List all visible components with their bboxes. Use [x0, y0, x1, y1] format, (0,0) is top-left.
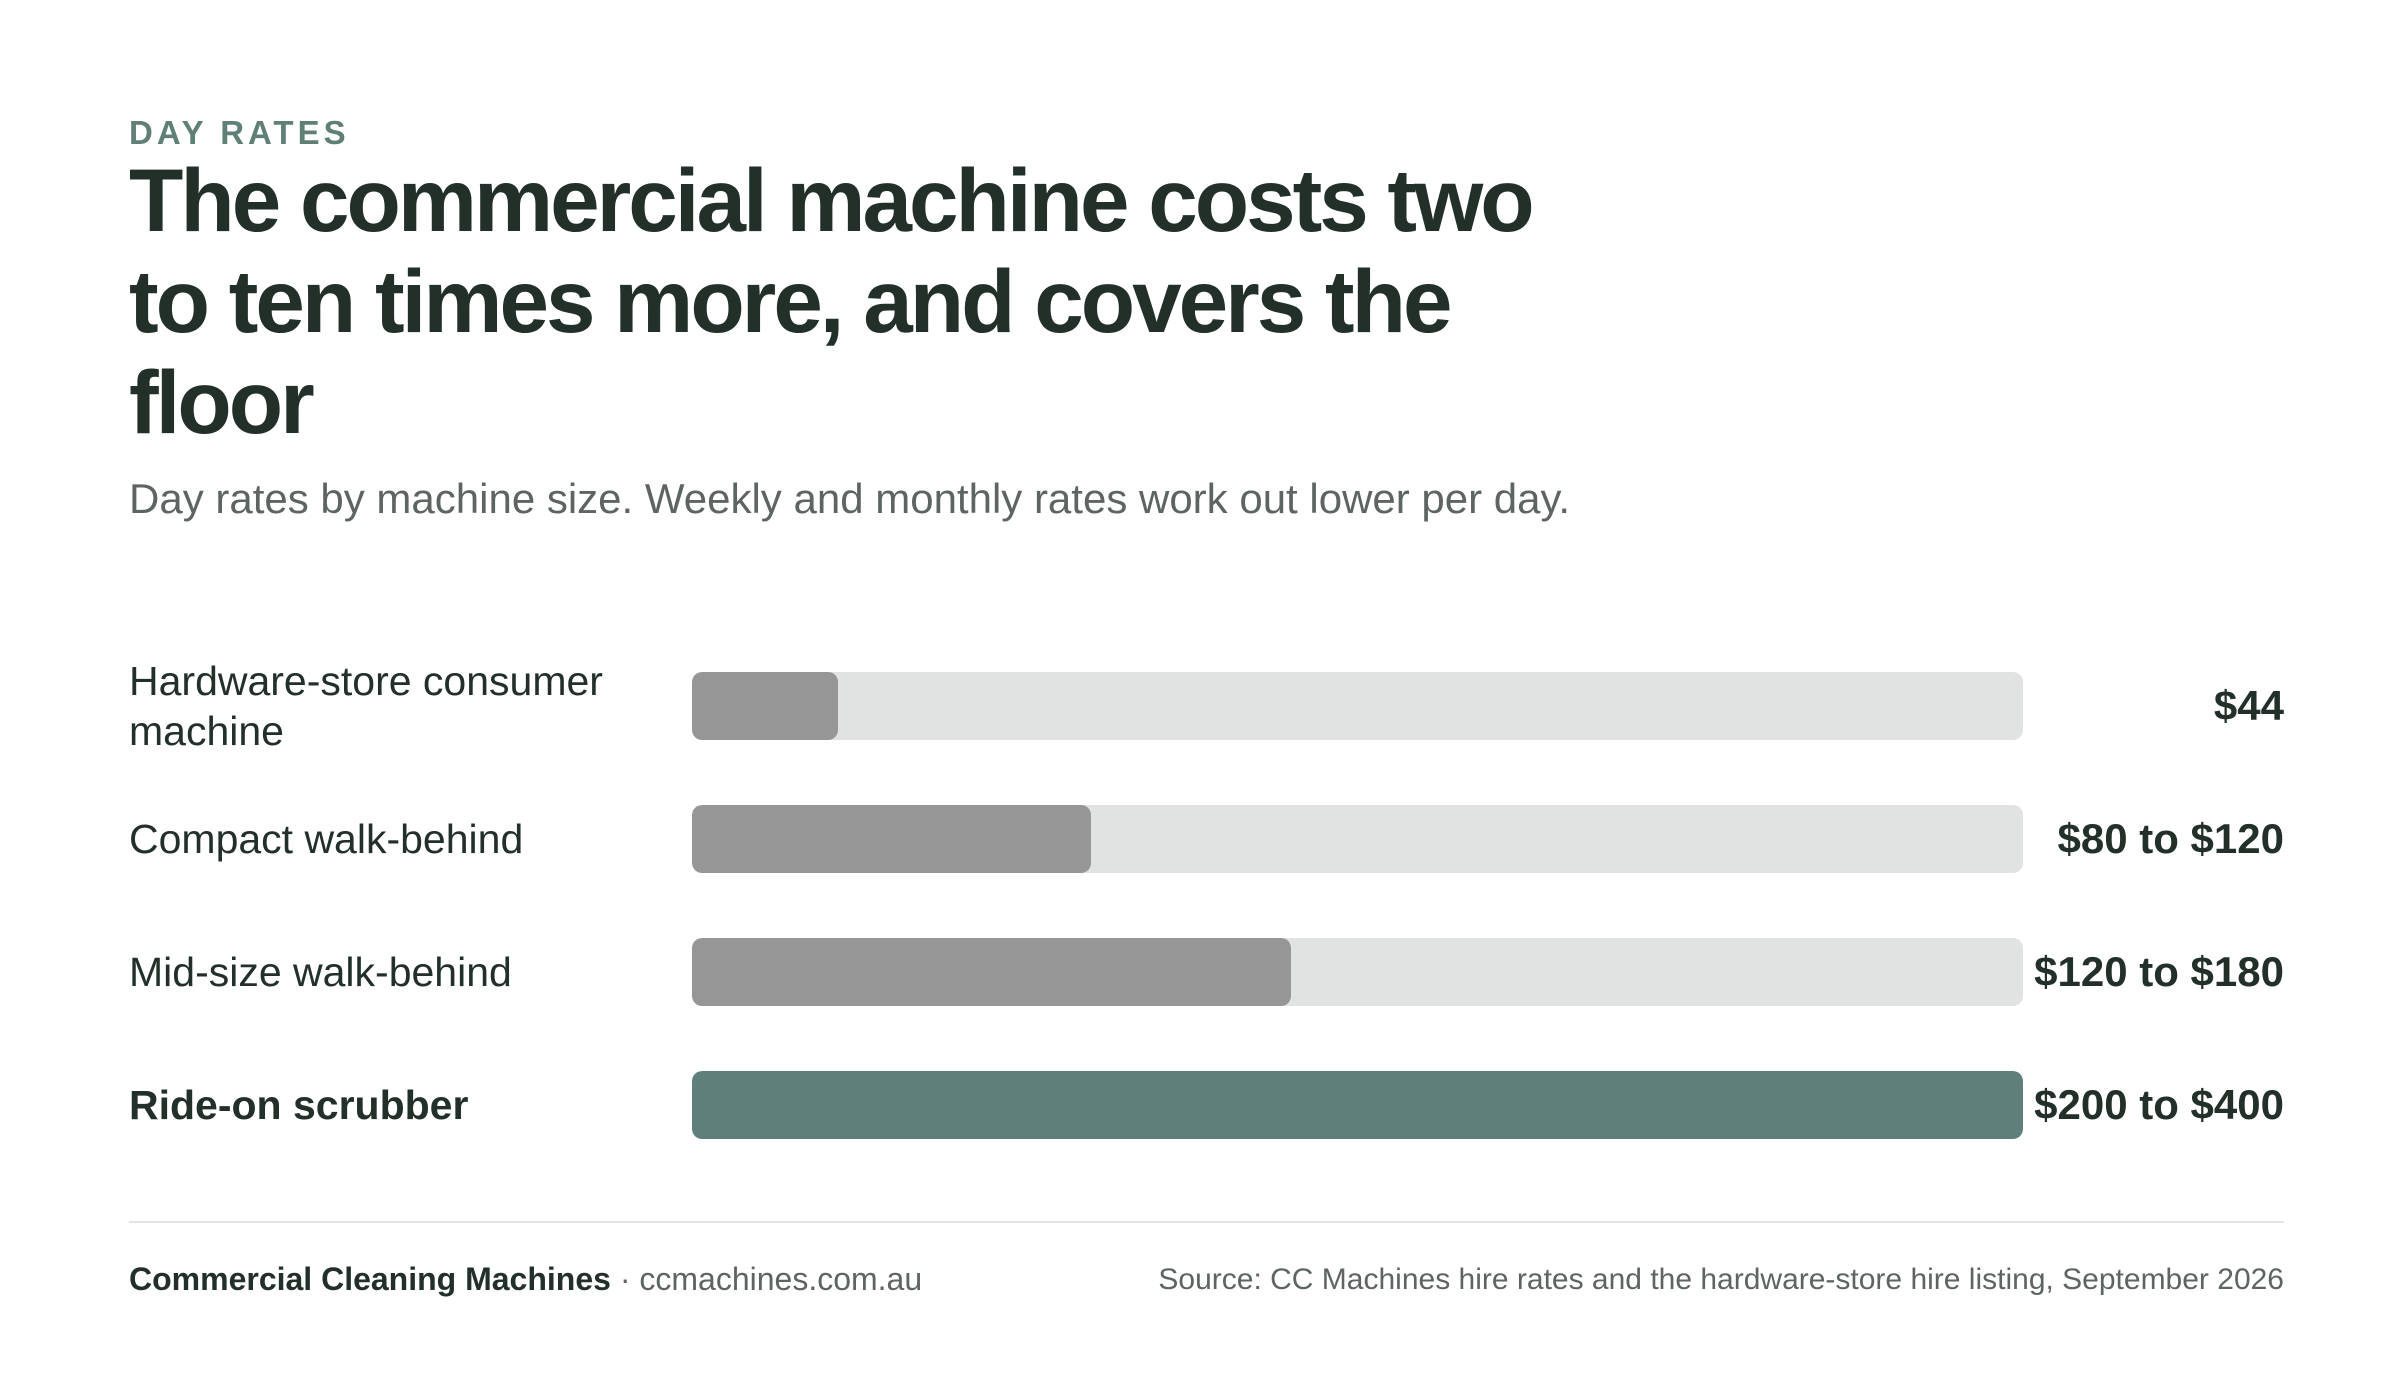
bar — [692, 938, 1291, 1006]
source-note: Source: CC Machines hire rates and the h… — [1158, 1263, 2284, 1296]
bar-value-label: $80 to $120 — [2057, 815, 2285, 862]
bar-track — [692, 805, 2023, 873]
chart-subtitle: Day rates by machine size. Weekly and mo… — [129, 475, 1571, 522]
bar-track — [692, 672, 2023, 740]
bar-track — [692, 1071, 2023, 1139]
footer-credit: Commercial Cleaning Machines · ccmachine… — [129, 1261, 922, 1298]
bar — [692, 805, 1091, 873]
bar-label: Ride-on scrubber — [129, 1082, 469, 1128]
site-link[interactable]: ccmachines.com.au — [639, 1261, 923, 1297]
chart-title: The commercial machine costs two to ten … — [129, 150, 1535, 452]
bar-value-label: $120 to $180 — [2034, 948, 2284, 995]
bar-label: Compact walk-behind — [129, 816, 524, 862]
bar-value-label: $44 — [2213, 682, 2284, 729]
brand-name: Commercial Cleaning Machines — [129, 1261, 611, 1297]
bar-value-label: $200 to $400 — [2034, 1081, 2284, 1128]
footer-separator: · — [619, 1261, 631, 1297]
eyebrow-label: DAY RATES — [129, 114, 350, 151]
footer-divider — [129, 1221, 2284, 1223]
bar-label: Mid-size walk-behind — [129, 949, 512, 995]
bar-track — [692, 938, 2023, 1006]
bar — [692, 1071, 2023, 1139]
bar-label: Hardware-store consumer machine — [129, 658, 603, 754]
bar — [692, 672, 838, 740]
